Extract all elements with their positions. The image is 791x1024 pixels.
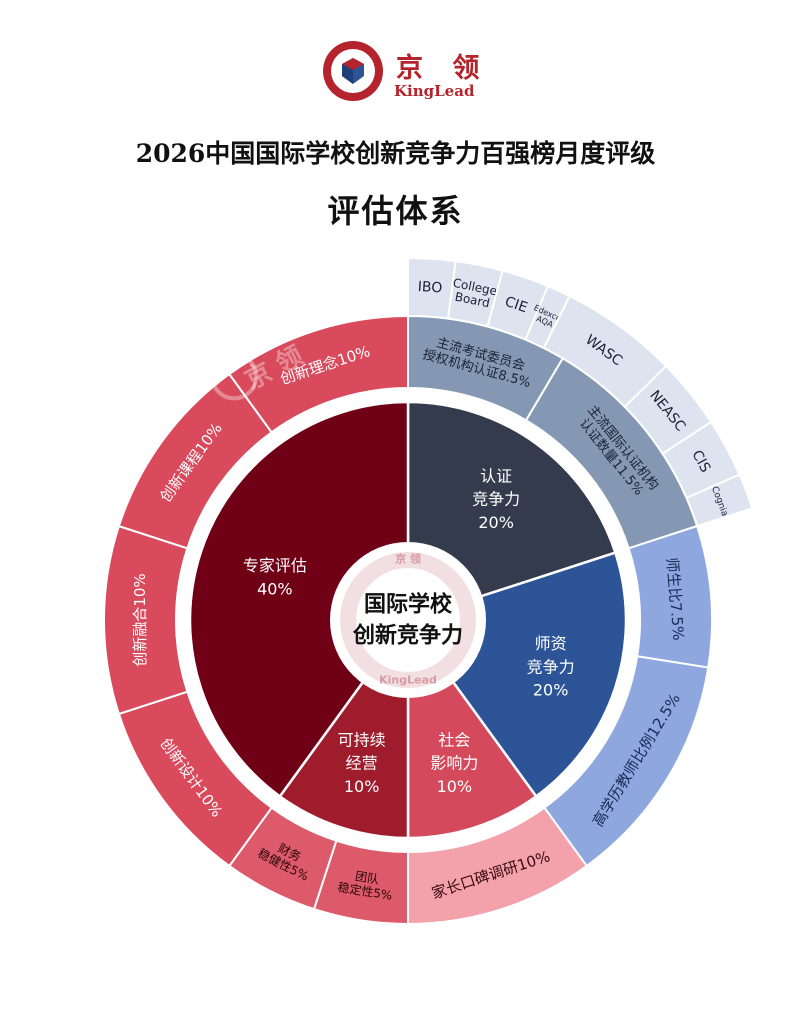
page-subtitle: 评估体系 [327, 192, 464, 230]
inner-segment-label: 社会影响力 10% [430, 730, 478, 795]
inner-segment-label: 专家评估 40% [243, 556, 307, 598]
outer-segment-label: IBO [417, 279, 443, 297]
center-label: 国际学校创新竞争力 [352, 591, 463, 648]
inner-segment [188, 400, 410, 799]
logo-chinese-text: 京 领 [396, 53, 490, 84]
center-badge-bottom-text: KingLead [379, 674, 437, 687]
inner-segment-label: 可持续经营 10% [338, 730, 386, 795]
outer-segment-label: CollegeBoard [449, 276, 498, 311]
center-badge-inner [356, 568, 460, 672]
page-title: 2026中国国际学校创新竞争力百强榜月度评级 [135, 139, 656, 168]
middle-segment [227, 314, 409, 434]
center-badge-top-text: 京 领 [395, 552, 421, 566]
logo-english-text: KingLead [394, 82, 475, 100]
middle-segment-label: 创新融合10% [131, 573, 149, 666]
watermark-emblem-icon [210, 352, 259, 401]
logo: 京 领 KingLead [322, 40, 482, 104]
inner-segment-label: 认证竞争力 20% [472, 466, 520, 531]
inner-segment-label: 师资竞争力 20% [527, 634, 575, 699]
kinglead-emblem-icon [323, 41, 383, 101]
outer-segment-label: CIE [503, 294, 530, 317]
